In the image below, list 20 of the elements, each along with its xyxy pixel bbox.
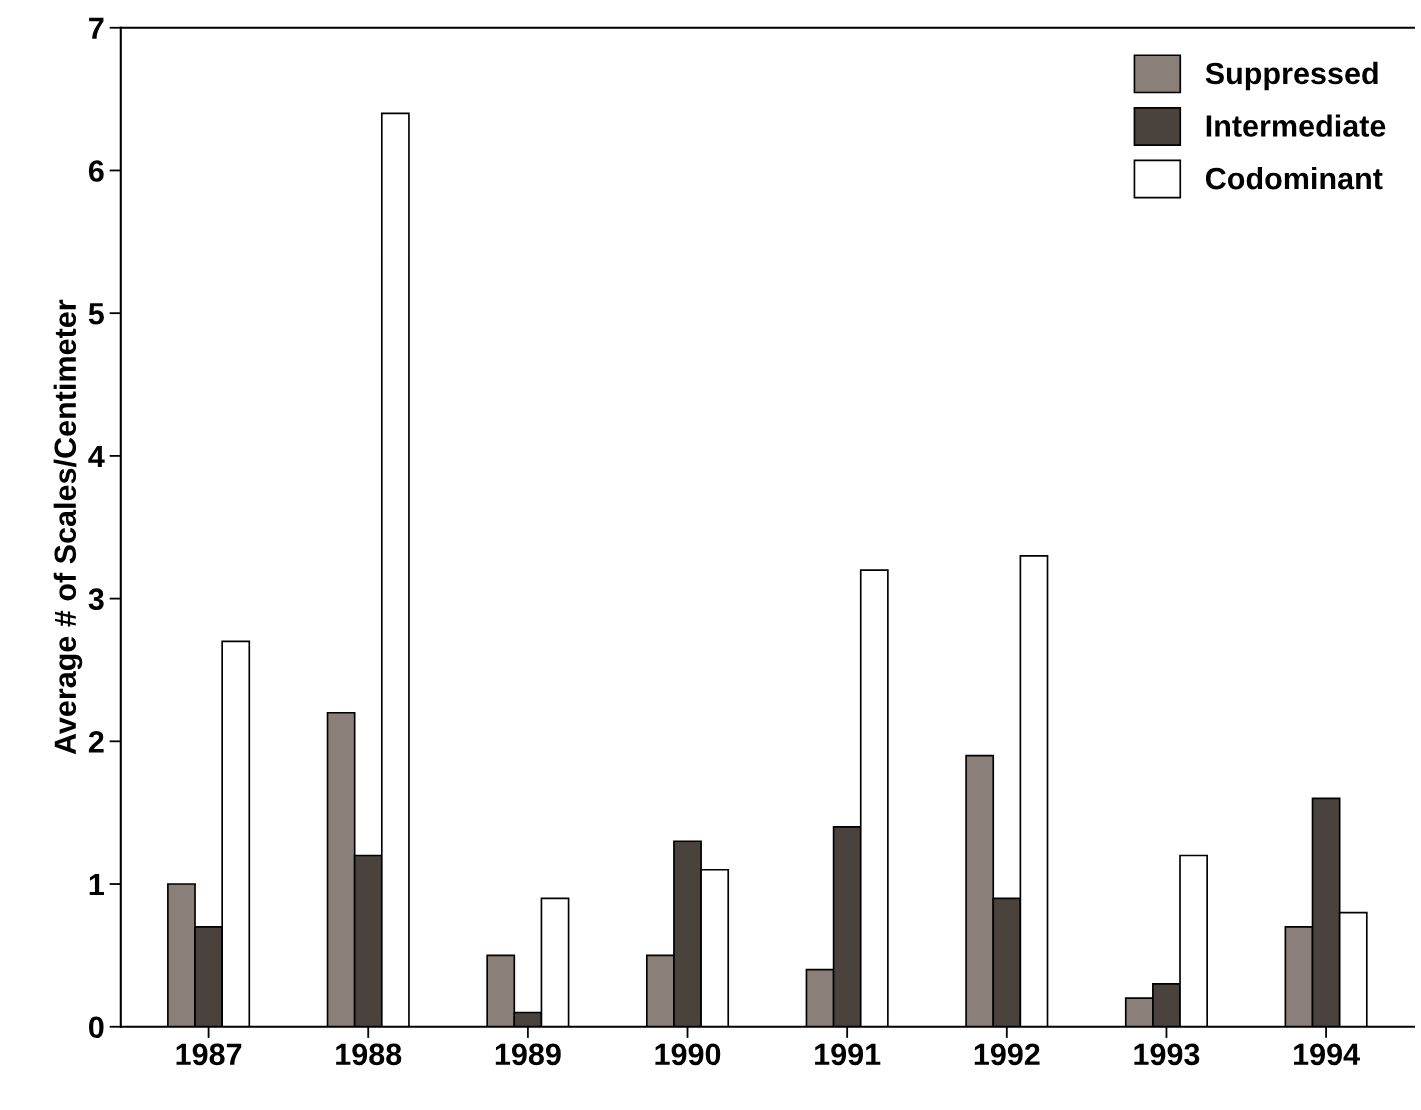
x-tick-label: 1992 <box>974 1043 1040 1066</box>
y-tick-label: 1 <box>89 874 104 896</box>
x-tick-label: 1994 <box>1294 1043 1360 1066</box>
legend-label: Codominant <box>1205 166 1383 190</box>
x-tick-label: 1988 <box>336 1043 402 1066</box>
y-axis-title: Average # of Scales/Centimeter <box>53 299 83 755</box>
y-tick-label: 0 <box>89 1016 104 1039</box>
y-tick-label: 4 <box>88 445 105 467</box>
y-tick-label: 2 <box>88 731 104 753</box>
legend-label: Suppressed <box>1205 61 1378 91</box>
y-tick-label: 5 <box>88 303 104 325</box>
x-tick-label: 1987 <box>176 1043 242 1066</box>
x-tick-label: 1993 <box>1134 1043 1200 1066</box>
x-tick-label: 1991 <box>815 1043 881 1066</box>
legend-label: Intermediate <box>1206 114 1386 137</box>
y-tick-label: 3 <box>88 588 104 611</box>
y-tick-label: 6 <box>88 160 104 182</box>
x-tick-label: 1990 <box>655 1043 721 1066</box>
y-tick-label: 7 <box>89 17 104 39</box>
x-tick-label: 1989 <box>495 1043 561 1066</box>
